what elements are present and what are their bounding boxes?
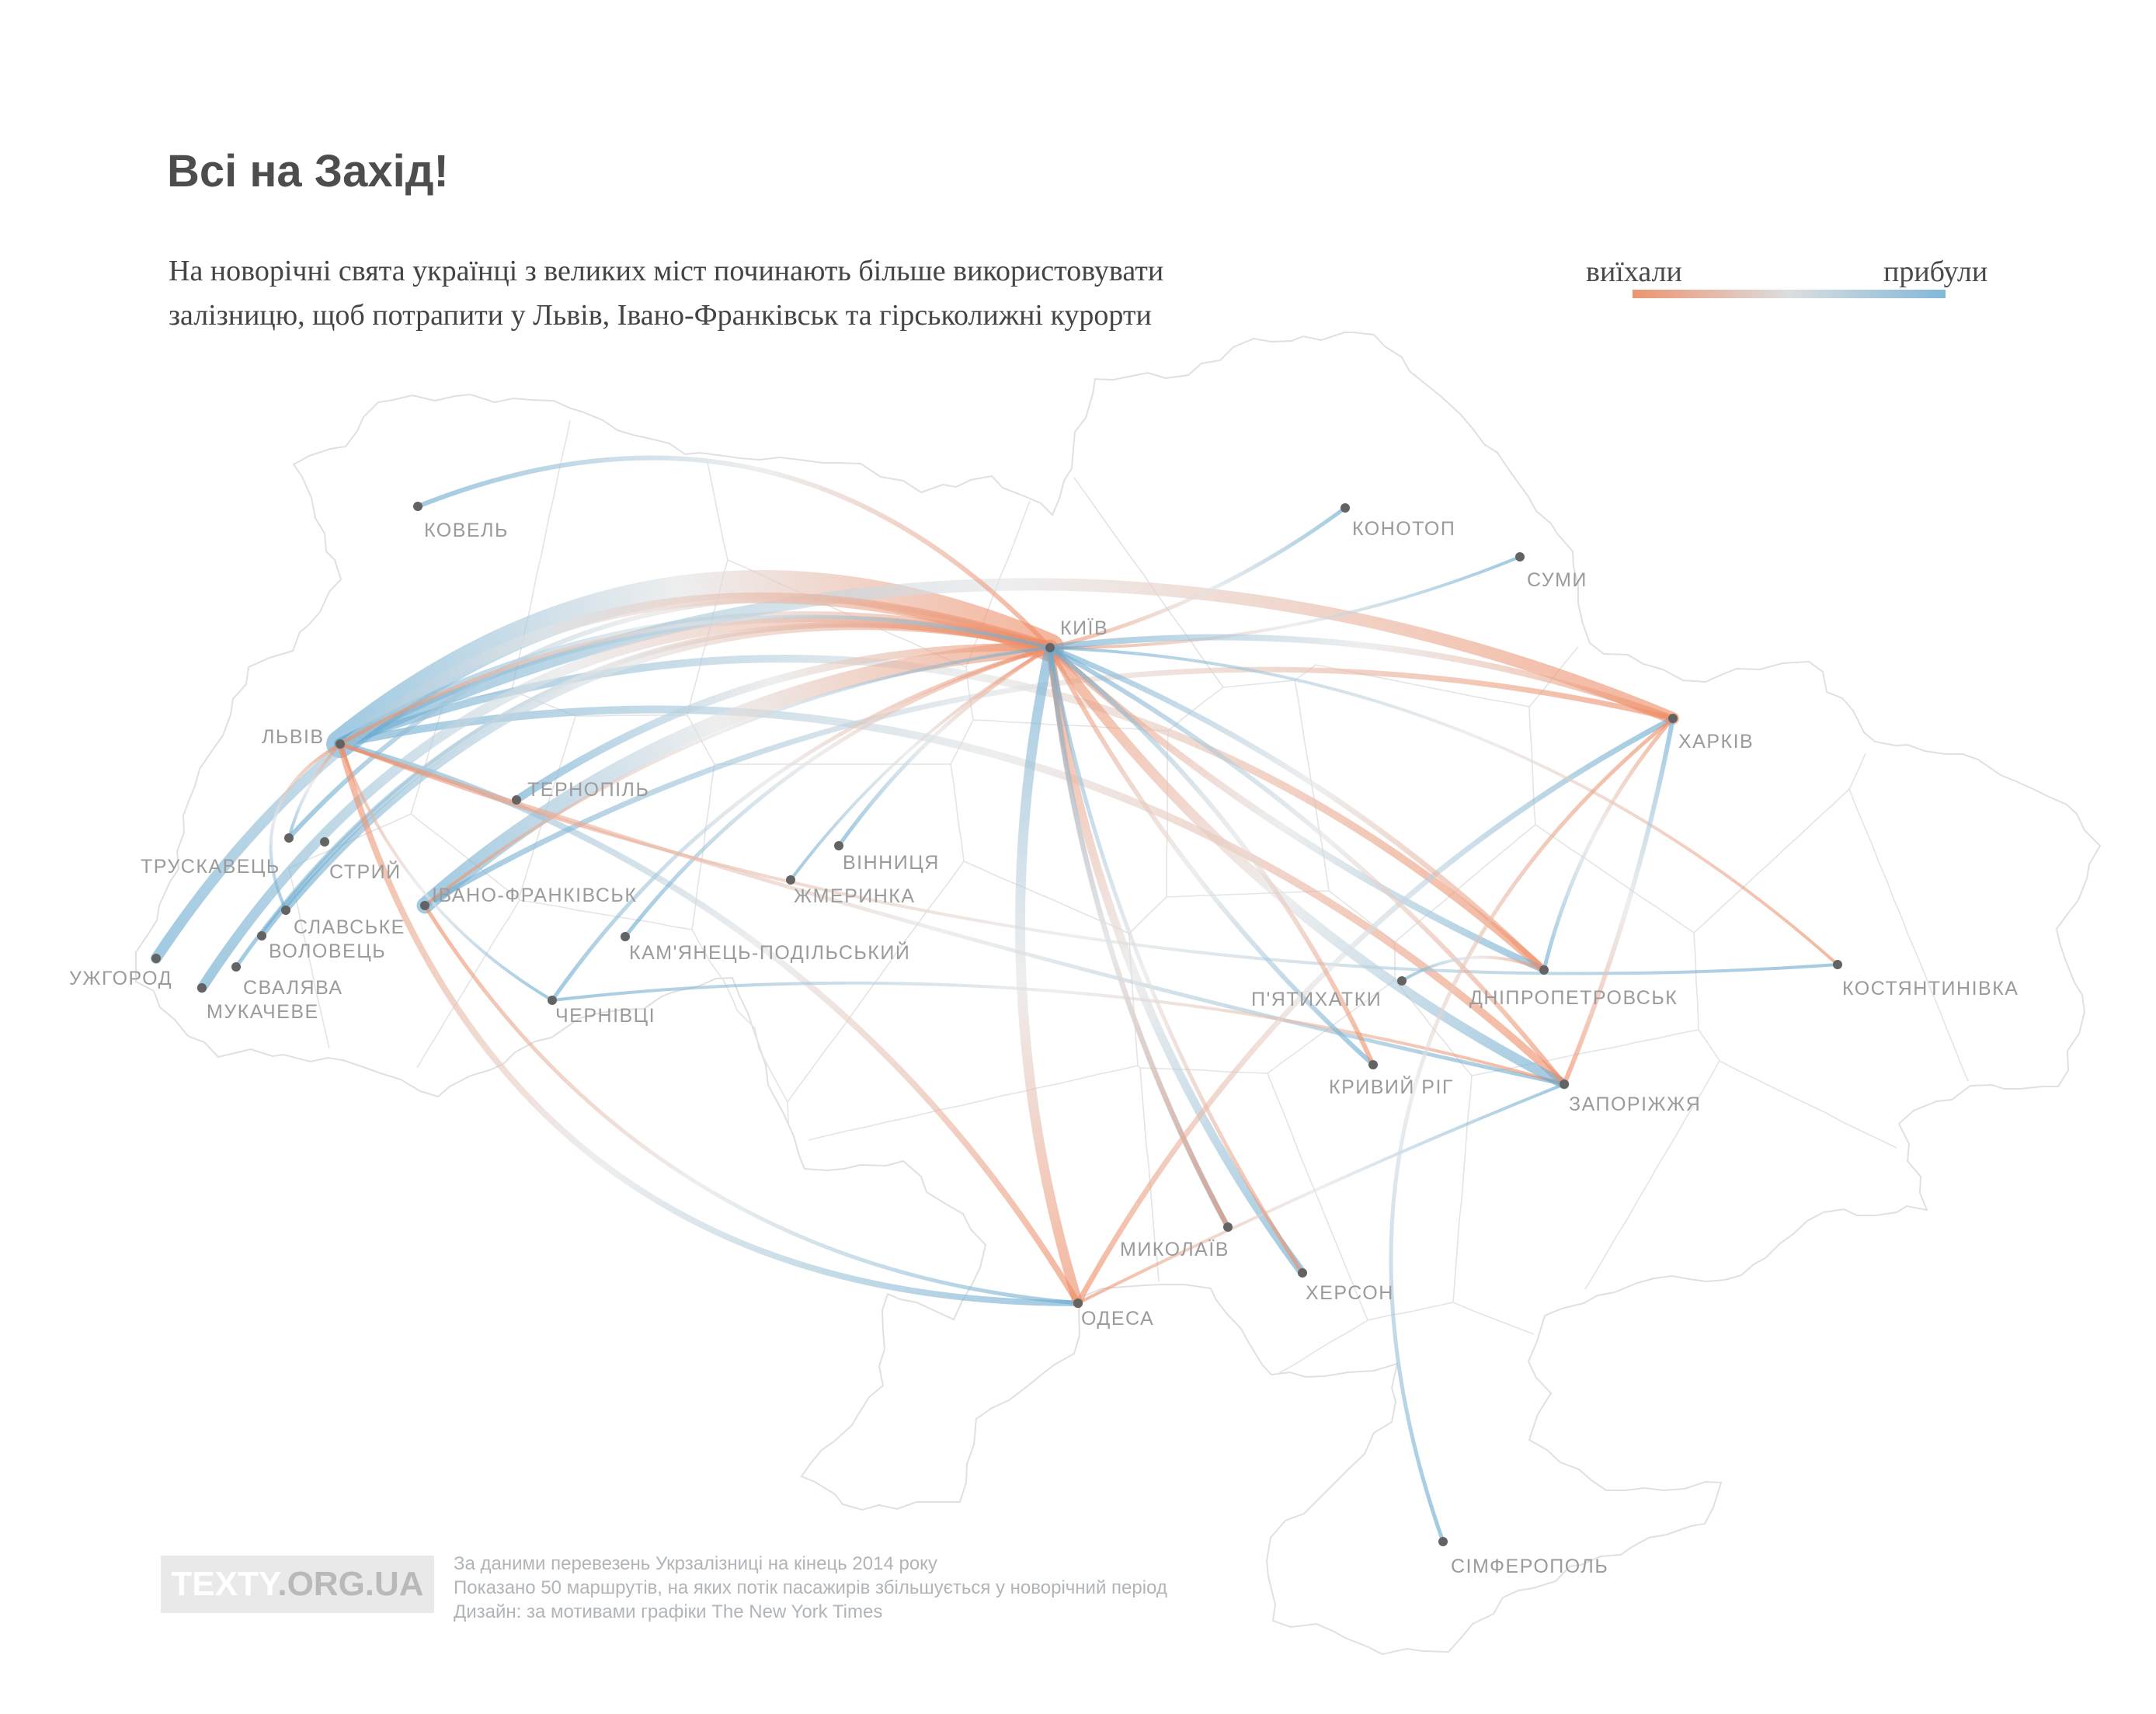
svg-text:СЛАВСЬКЕ: СЛАВСЬКЕ: [294, 916, 405, 938]
svg-text:КАМ'ЯНЕЦЬ-ПОДІЛЬСЬКИЙ: КАМ'ЯНЕЦЬ-ПОДІЛЬСЬКИЙ: [629, 940, 910, 964]
svg-text:ТРУСКАВЕЦЬ: ТРУСКАВЕЦЬ: [141, 856, 280, 878]
svg-text:ВОЛОВЕЦЬ: ВОЛОВЕЦЬ: [269, 940, 386, 962]
svg-text:КОВЕЛЬ: КОВЕЛЬ: [424, 520, 509, 541]
svg-text:МУКАЧЕВЕ: МУКАЧЕВЕ: [207, 1001, 319, 1023]
svg-text:ТЕРНОПІЛЬ: ТЕРНОПІЛЬ: [527, 779, 649, 801]
svg-text:ЛЬВІВ: ЛЬВІВ: [262, 726, 325, 748]
svg-text:СВАЛЯВА: СВАЛЯВА: [243, 977, 343, 999]
svg-text:МИКОЛАЇВ: МИКОЛАЇВ: [1120, 1239, 1229, 1260]
svg-text:УЖГОРОД: УЖГОРОД: [69, 968, 172, 989]
svg-text:ІВАНО-ФРАНКІВСЬК: ІВАНО-ФРАНКІВСЬК: [432, 885, 637, 906]
svg-text:КОСТЯНТИНІВКА: КОСТЯНТИНІВКА: [1842, 978, 2019, 1000]
svg-text:ХЕРСОН: ХЕРСОН: [1306, 1282, 1394, 1304]
svg-text:СІМФЕРОПОЛЬ: СІМФЕРОПОЛЬ: [1451, 1556, 1608, 1577]
svg-text:П'ЯТИХАТКИ: П'ЯТИХАТКИ: [1251, 989, 1382, 1010]
svg-text:ЧЕРНІВЦІ: ЧЕРНІВЦІ: [555, 1005, 655, 1027]
svg-text:ЗАПОРІЖЖЯ: ЗАПОРІЖЖЯ: [1569, 1093, 1701, 1115]
svg-text:СТРИЙ: СТРИЙ: [329, 860, 402, 883]
svg-text:КОНОТОП: КОНОТОП: [1352, 518, 1455, 540]
svg-text:ЖМЕРИНКА: ЖМЕРИНКА: [794, 885, 916, 907]
svg-text:ОДЕСА: ОДЕСА: [1081, 1308, 1154, 1330]
svg-text:ХАРКІВ: ХАРКІВ: [1678, 731, 1754, 753]
svg-text:КРИВИЙ РІГ: КРИВИЙ РІГ: [1329, 1075, 1454, 1098]
svg-text:ДНІПРОПЕТРОВСЬК: ДНІПРОПЕТРОВСЬК: [1469, 987, 1678, 1009]
svg-text:ВІННИЦЯ: ВІННИЦЯ: [843, 852, 940, 874]
svg-text:КИЇВ: КИЇВ: [1060, 617, 1108, 639]
svg-text:СУМИ: СУМИ: [1527, 569, 1587, 591]
